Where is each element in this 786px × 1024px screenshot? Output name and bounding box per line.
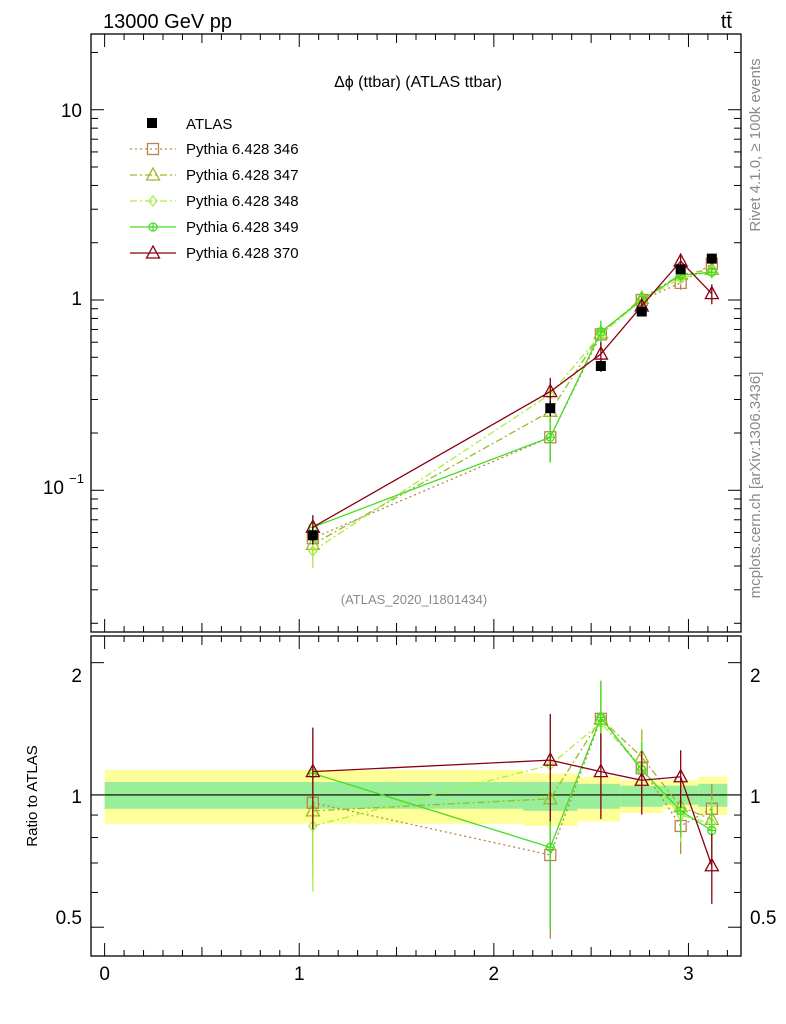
ratio-y-tick-2-right: 2 (750, 666, 761, 687)
legend-marker-p349 (148, 222, 158, 232)
point-atlas (545, 403, 556, 414)
point-p349 (596, 327, 606, 337)
point-atlas (595, 360, 606, 371)
legend-glyphs (130, 142, 176, 259)
y-tick-label-1: 1 (71, 289, 82, 310)
point-atlas (675, 264, 686, 275)
ratio-point-p370 (673, 768, 689, 783)
y-tick-label-0.1-base: 10 (43, 478, 64, 499)
legend-label-349: Pythia 6.428 349 (186, 219, 299, 236)
ratio-band-inner (577, 783, 621, 809)
process-label: tt̄ (721, 11, 733, 33)
ratio-point-p349 (596, 712, 606, 723)
collision-label: 13000 GeV pp (103, 11, 232, 33)
ratio-point-p348 (308, 819, 318, 832)
rivet-version-label: Rivet 4.1.0, ≥ 100k events (747, 58, 764, 231)
point-atlas (706, 253, 717, 264)
point-p370 (704, 285, 720, 300)
x-tick-label-2: 2 (489, 964, 500, 985)
ratio-point-p349 (676, 806, 686, 816)
ratio-panel: Ratio to ATLAS 2 1 0.5 2 1 0.5 0 1 2 3 (24, 635, 776, 985)
legend-entry-348: Pythia 6.428 348 (186, 193, 299, 210)
ratio-y-tick-1-right: 1 (750, 787, 761, 808)
ratio-point-p370 (542, 751, 558, 766)
series-line-p347 (312, 268, 712, 545)
legend-marker-p346 (146, 142, 160, 156)
legend-marker-p348 (148, 194, 158, 208)
series-line-p348 (312, 270, 712, 552)
series-line-p370 (312, 260, 713, 528)
point-p348 (308, 544, 318, 557)
x-tick-labels: 0 1 2 3 (99, 964, 693, 985)
ratio-point-p349 (707, 825, 717, 836)
main-y-tick-labels: 10 1 10 −1 (43, 101, 84, 499)
ratio-line-p348 (312, 721, 712, 827)
point-p349 (707, 267, 717, 277)
ratio-point-p370 (593, 763, 609, 778)
legend-label-346: Pythia 6.428 346 (186, 141, 299, 158)
ratio-line-p349 (312, 716, 713, 849)
plot-title: Δϕ (ttbar) (ATLAS ttbar) (334, 74, 502, 91)
ratio-y-tick-0.5-left: 0.5 (56, 908, 82, 929)
point-p349 (545, 432, 555, 442)
main-series-layer (305, 252, 720, 569)
legend-entry-370: Pythia 6.428 370 (186, 245, 299, 262)
point-atlas (307, 530, 318, 541)
series-line-p346 (312, 263, 713, 539)
main-axis-ticks (91, 34, 741, 632)
legend-entry-atlas: ATLAS (147, 116, 232, 133)
x-tick-label-1: 1 (294, 964, 305, 985)
ratio-axis-ticks (91, 636, 741, 956)
x-tick-label-3: 3 (683, 964, 694, 985)
legend-marker-p347 (145, 166, 161, 181)
legend-label-348: Pythia 6.428 348 (186, 193, 299, 210)
analysis-watermark: (ATLAS_2020_I1801434) (341, 592, 487, 607)
x-tick-label-0: 0 (99, 964, 110, 985)
point-p370 (593, 345, 609, 360)
y-tick-label-0.1-exponent: −1 (69, 471, 84, 486)
mcplots-label: mcplots.cern.ch [arXiv:1306.3436] (747, 372, 764, 599)
ratio-y-tick-2-left: 2 (71, 666, 82, 687)
ratio-y-tick-labels-left: 2 1 0.5 (56, 666, 82, 929)
ratio-line-p370 (312, 759, 713, 866)
ratio-series-layer (305, 680, 720, 939)
legend-label-atlas: ATLAS (186, 116, 232, 133)
legend-marker-p370 (145, 244, 161, 259)
y-tick-label-10: 10 (61, 101, 82, 122)
legend-entry-349: Pythia 6.428 349 (186, 219, 299, 236)
ratio-y-axis-label: Ratio to ATLAS (24, 745, 41, 846)
ratio-y-tick-labels-right: 2 1 0.5 (750, 666, 776, 929)
series-line-p349 (312, 271, 712, 528)
point-p370 (542, 383, 558, 398)
legend-label-347: Pythia 6.428 347 (186, 167, 299, 184)
main-panel: Δϕ (ttbar) (ATLAS ttbar) (ATLAS_2020_I18… (43, 33, 742, 633)
legend-entry-347: Pythia 6.428 347 (186, 167, 299, 184)
legend-entry-346: Pythia 6.428 346 (186, 141, 299, 158)
ratio-point-p349 (545, 842, 555, 852)
point-atlas (636, 306, 647, 317)
legend: ATLAS Pythia 6.428 346 Pythia 6.428 347 … (130, 116, 299, 262)
legend-marker-atlas (147, 118, 157, 128)
ratio-y-tick-1-left: 1 (71, 787, 82, 808)
ratio-point-p370 (305, 763, 321, 778)
ratio-point-p370 (704, 857, 720, 872)
ratio-line-p347 (312, 717, 713, 820)
ratio-point-p370 (634, 771, 650, 786)
legend-label-370: Pythia 6.428 370 (186, 245, 299, 262)
ratio-y-tick-0.5-right: 0.5 (750, 908, 776, 929)
